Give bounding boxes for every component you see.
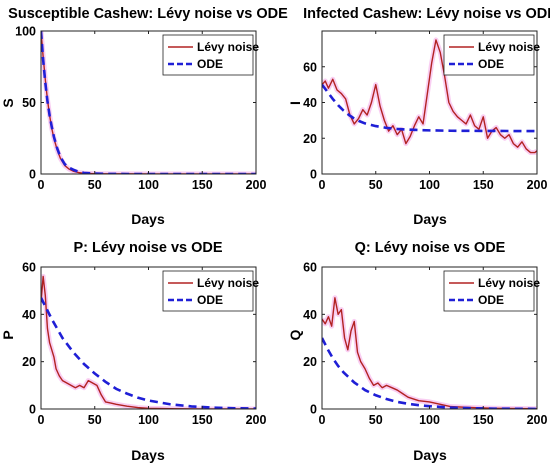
series-levy-halo	[322, 295, 537, 409]
x-tick-label: 0	[319, 178, 326, 192]
subplot-susceptible: Susceptible Cashew: Lévy noise vs ODE Da…	[0, 6, 288, 227]
y-tick-label: 20	[22, 355, 36, 369]
legend-label: Lévy noise	[197, 276, 259, 290]
y-axis-label: P	[0, 330, 16, 339]
legend-label: Lévy noise	[478, 40, 540, 54]
legend-label: ODE	[197, 57, 223, 71]
series-levy-noise-line	[322, 297, 537, 409]
series-ode-line	[322, 337, 537, 409]
y-tick-label: 60	[22, 261, 36, 275]
x-axis-label: Days	[413, 447, 447, 463]
x-tick-label: 100	[419, 178, 440, 192]
legend: Lévy noise ODE	[443, 270, 540, 312]
y-tick-label: 60	[303, 261, 317, 275]
y-tick-label: 100	[15, 25, 36, 39]
legend: Lévy noise ODE	[162, 34, 259, 76]
x-tick-label: 100	[138, 413, 159, 427]
series-levy-noise-line	[322, 39, 537, 154]
chart-title: Infected Cashew: Lévy noise vs ODE	[303, 6, 550, 22]
legend-label: ODE	[478, 293, 504, 307]
legend-box	[162, 34, 254, 76]
legend: Lévy noise ODE	[443, 34, 540, 76]
y-tick-label: 40	[22, 308, 36, 322]
x-tick-label: 150	[473, 413, 494, 427]
series-ode-line	[41, 297, 256, 409]
y-tick-label: 0	[310, 403, 317, 417]
x-tick-label: 100	[419, 413, 440, 427]
y-axis-label: I	[287, 101, 303, 105]
x-tick-label: 0	[38, 178, 45, 192]
series-ode-line	[322, 83, 537, 133]
x-tick-label: 0	[38, 413, 45, 427]
legend-box	[443, 34, 535, 76]
x-tick-label: 150	[473, 178, 494, 192]
x-tick-label: 50	[88, 178, 102, 192]
x-tick-label: 50	[369, 413, 383, 427]
subplot-p: P: Lévy noise vs ODE Days P 0 50 100 150 200…	[0, 240, 266, 463]
legend-box	[443, 270, 535, 312]
x-tick-label: 150	[192, 178, 213, 192]
y-axis-label: S	[0, 98, 16, 107]
legend-box	[162, 270, 254, 312]
chart-title: P: Lévy noise vs ODE	[73, 240, 222, 256]
plot-area	[322, 37, 537, 156]
y-tick-label: 0	[29, 168, 36, 182]
x-axis-label: Days	[413, 211, 447, 227]
y-tick-label: 40	[303, 96, 317, 110]
legend-label: Lévy noise	[197, 40, 259, 54]
x-tick-label: 200	[527, 413, 548, 427]
subplot-infected: Infected Cashew: Lévy noise vs ODE Days …	[287, 6, 550, 227]
y-tick-label: 0	[29, 403, 36, 417]
y-tick-label: 60	[303, 60, 317, 74]
y-tick-label: 40	[303, 308, 317, 322]
x-tick-label: 200	[246, 178, 267, 192]
y-axis-label: Q	[287, 329, 303, 340]
x-tick-label: 200	[527, 178, 548, 192]
x-axis-label: Days	[131, 211, 165, 227]
x-tick-label: 200	[246, 413, 267, 427]
y-tick-label: 20	[303, 132, 317, 146]
y-tick-label: 20	[303, 355, 317, 369]
legend-label: ODE	[197, 293, 223, 307]
x-tick-label: 150	[192, 413, 213, 427]
series-levy-noise-line	[41, 275, 256, 409]
chart-title: Q: Lévy noise vs ODE	[355, 240, 506, 256]
legend: Lévy noise ODE	[162, 270, 259, 312]
plot-area	[322, 295, 537, 409]
legend-label: Lévy noise	[478, 276, 540, 290]
chart-title: Susceptible Cashew: Lévy noise vs ODE	[8, 6, 288, 22]
x-tick-label: 100	[138, 178, 159, 192]
x-tick-label: 0	[319, 413, 326, 427]
legend-label: ODE	[478, 57, 504, 71]
x-axis-label: Days	[131, 447, 165, 463]
subplot-q: Q: Lévy noise vs ODE Days Q 0 50 100 150 200…	[287, 240, 547, 463]
y-tick-label: 50	[22, 96, 36, 110]
x-tick-label: 50	[369, 178, 383, 192]
x-tick-label: 50	[88, 413, 102, 427]
y-tick-label: 0	[310, 168, 317, 182]
